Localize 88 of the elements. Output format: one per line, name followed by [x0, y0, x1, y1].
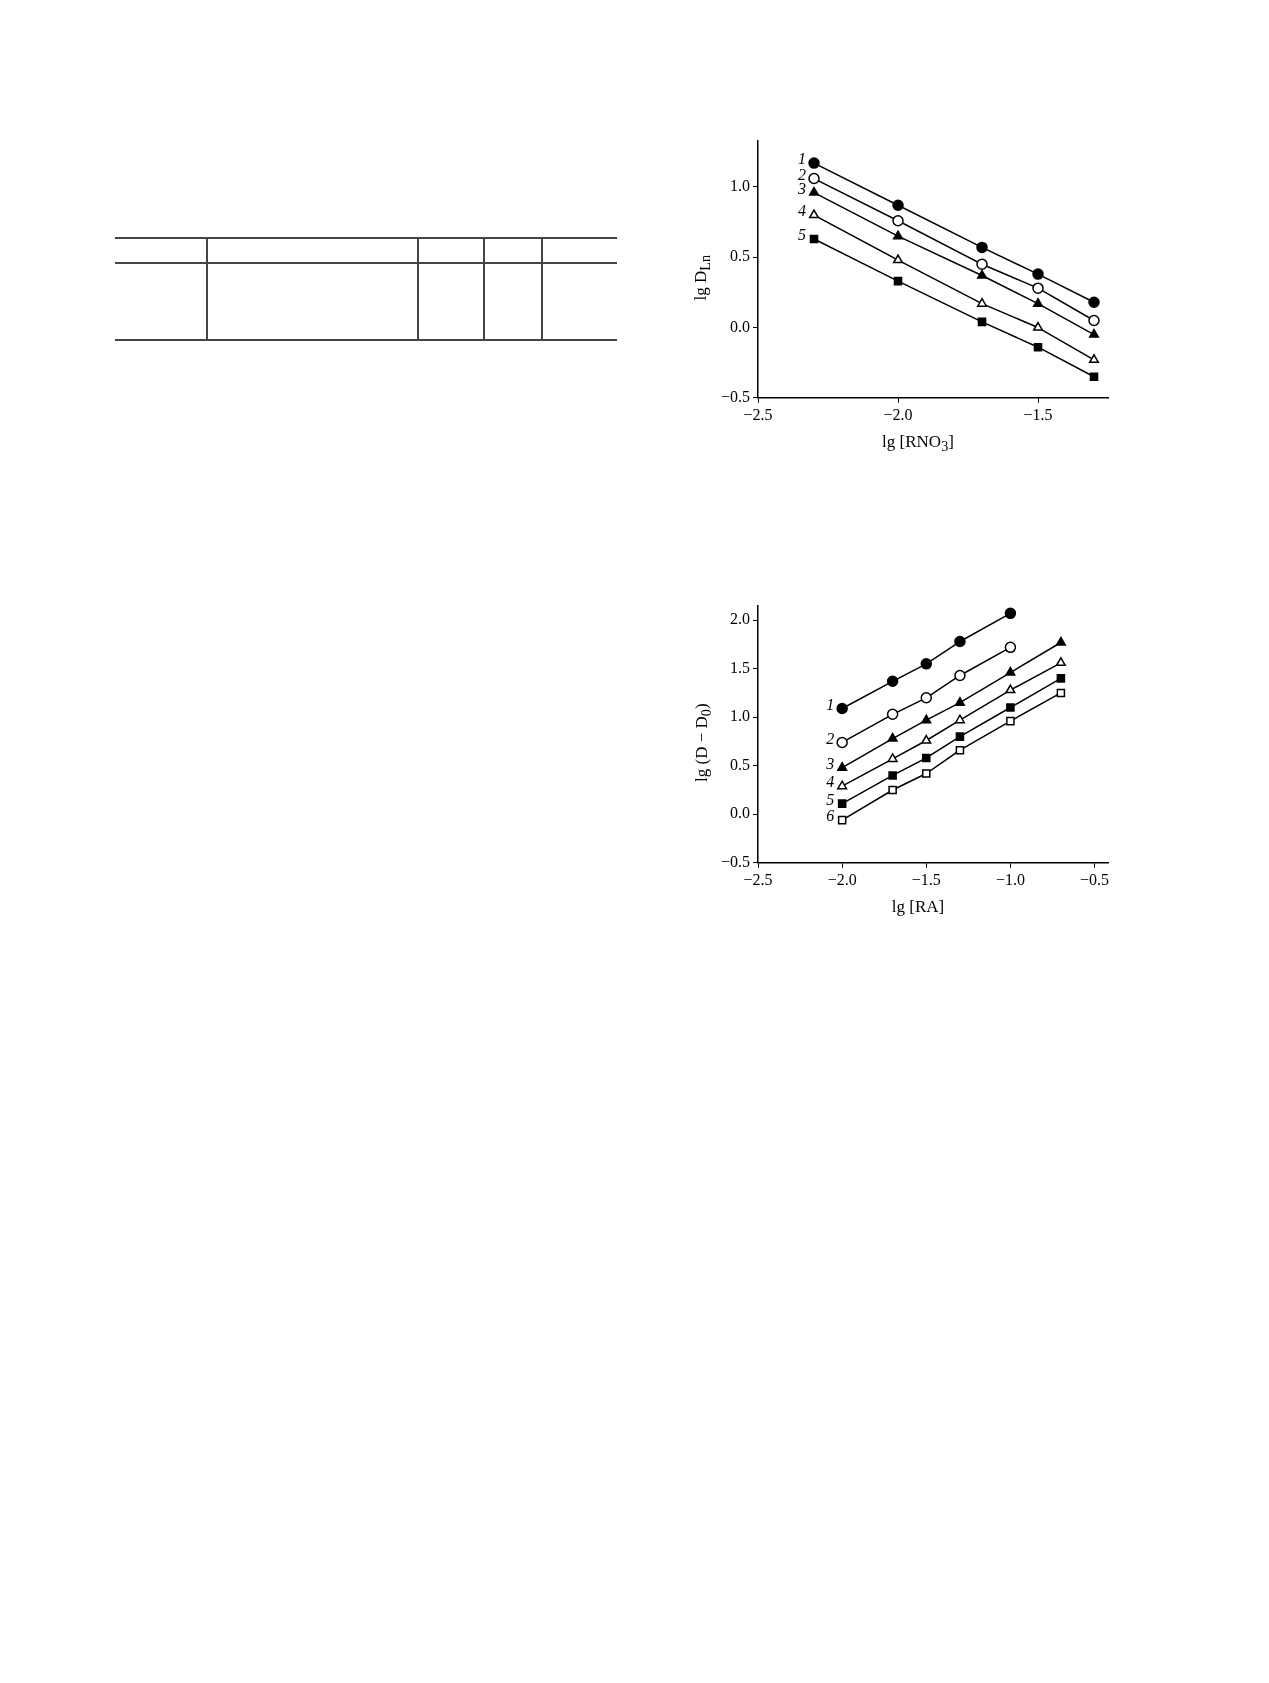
point — [1089, 372, 1099, 381]
y-tick-label: 1.0 — [730, 707, 751, 725]
point — [955, 745, 965, 755]
x-tick-label: −2.5 — [743, 405, 773, 423]
point — [887, 732, 898, 742]
point — [955, 732, 965, 741]
point — [1033, 342, 1043, 352]
point — [921, 734, 932, 744]
point — [976, 269, 988, 279]
x-tick-label: −0.5 — [1080, 870, 1110, 888]
point — [1088, 354, 1100, 364]
point — [922, 753, 931, 763]
point — [1005, 666, 1016, 676]
x-tick-label: −1.0 — [995, 870, 1025, 888]
point — [976, 258, 988, 271]
x-tick-label: −2.5 — [743, 870, 773, 888]
point — [1032, 282, 1044, 294]
point — [1055, 657, 1066, 667]
point — [892, 214, 904, 227]
point — [1056, 674, 1066, 683]
point — [1055, 636, 1066, 646]
point — [809, 234, 819, 244]
point — [976, 241, 988, 254]
point — [1032, 297, 1044, 307]
point — [920, 658, 933, 670]
point — [892, 254, 904, 264]
x-tick-label: −1.5 — [1023, 405, 1053, 423]
point — [888, 771, 897, 780]
point — [1056, 688, 1066, 698]
point — [808, 172, 820, 185]
point — [1004, 607, 1017, 620]
point — [837, 799, 847, 808]
point — [836, 702, 848, 715]
x-tick-label: −1.5 — [911, 870, 941, 888]
point — [808, 186, 820, 196]
x-axis-title: lg [RNO$_{3}$] — [881, 432, 955, 456]
point — [976, 297, 988, 307]
point — [886, 708, 899, 721]
point — [921, 714, 932, 724]
point — [808, 157, 820, 169]
point — [954, 635, 966, 648]
point — [837, 761, 848, 771]
point — [920, 692, 933, 704]
point — [887, 753, 898, 763]
series-label: 1 — [826, 695, 835, 713]
point — [888, 785, 897, 795]
series-label: 1 — [798, 150, 807, 168]
point — [808, 209, 820, 219]
point — [1088, 296, 1100, 308]
point — [1006, 716, 1015, 726]
y-tick-label: 1.0 — [730, 177, 751, 195]
x-tick-label: −2.0 — [827, 870, 857, 888]
y-tick-label: 2.0 — [730, 610, 751, 628]
series-label: 5 — [826, 790, 835, 808]
point — [893, 276, 903, 286]
point — [1032, 268, 1044, 280]
point — [954, 669, 966, 682]
point — [954, 714, 966, 724]
series-label: 5 — [798, 226, 807, 244]
point — [892, 230, 904, 240]
point — [1004, 641, 1017, 654]
series-label: 4 — [826, 773, 835, 791]
point — [1032, 321, 1044, 331]
x-axis-title: lg [RA] — [890, 897, 946, 917]
y-tick-label: −0.5 — [720, 388, 751, 405]
x-tick-label: −2.0 — [883, 405, 913, 423]
series-label: 6 — [826, 807, 835, 825]
point — [886, 675, 899, 688]
point — [1006, 703, 1015, 712]
y-tick-label: −0.5 — [720, 853, 751, 870]
point — [1088, 328, 1100, 338]
point — [1088, 314, 1100, 327]
point — [954, 696, 966, 706]
series-label: 2 — [826, 729, 835, 747]
y-tick-label: 0.5 — [730, 247, 751, 265]
point — [837, 780, 848, 790]
y-tick-label: 0.5 — [730, 755, 751, 773]
series-label: 3 — [825, 754, 835, 772]
series-label: 4 — [798, 202, 807, 220]
y-tick-label: 0.0 — [730, 804, 751, 822]
y-tick-label: 1.5 — [730, 658, 751, 676]
point — [837, 815, 847, 825]
point — [892, 199, 904, 211]
point — [836, 736, 848, 749]
point — [922, 769, 931, 778]
point — [977, 317, 987, 327]
point — [1005, 684, 1016, 694]
y-tick-label: 0.0 — [730, 317, 751, 335]
